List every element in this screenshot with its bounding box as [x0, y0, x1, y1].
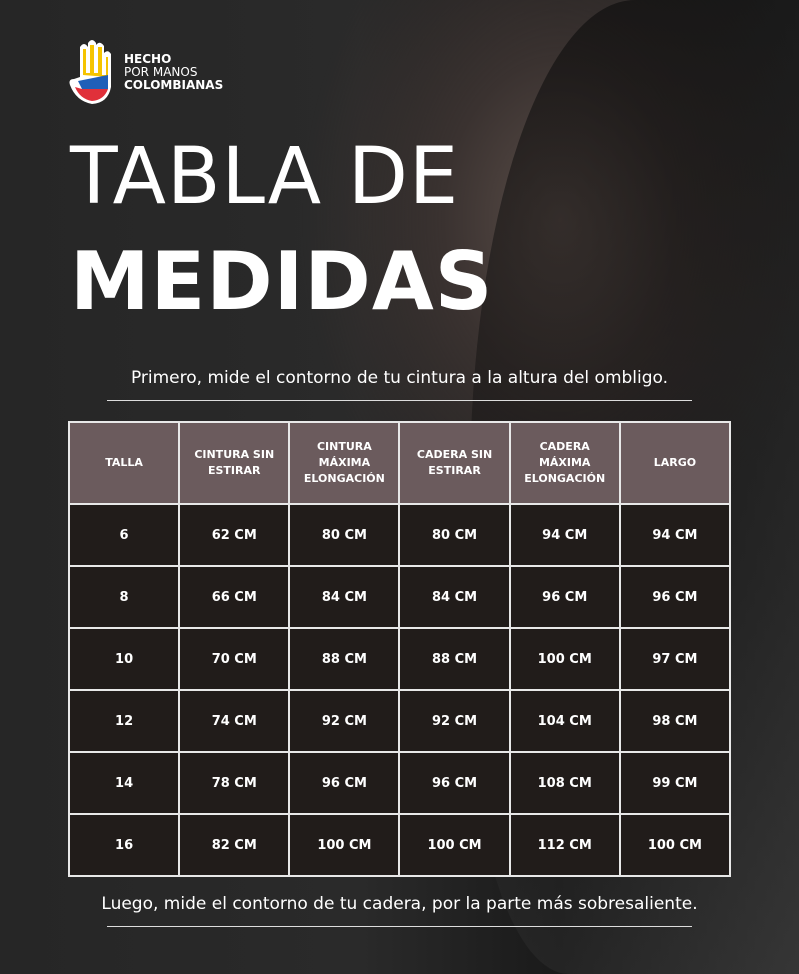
divider [107, 926, 692, 927]
title-line1: TABLA DE [70, 132, 460, 222]
logo-line3: COLOMBIANAS [124, 77, 224, 92]
table-row: 14 78 CM 96 CM 96 CM 108 CM 99 CM [67, 751, 732, 815]
table-cell: 80 CM [398, 503, 511, 567]
hand-flag-icon [69, 40, 111, 104]
table-cell: 70 CM [178, 627, 291, 691]
table-cell: 96 CM [398, 751, 511, 815]
column-header: CINTURA MÁXIMA ELONGACIÓN [288, 421, 401, 505]
table-cell: 100 CM [398, 813, 511, 877]
table-header-row: TALLA CINTURA SIN ESTIRAR CINTURA MÁXIMA E… [67, 421, 732, 505]
table-cell: 66 CM [178, 565, 291, 629]
table-cell: 6 [67, 503, 181, 567]
table-cell: 112 CM [508, 813, 621, 877]
table-row: 8 66 CM 84 CM 84 CM 96 CM 96 CM [67, 565, 732, 629]
logo-line1: HECHO [124, 51, 172, 66]
table-cell: 62 CM [178, 503, 291, 567]
column-header: CINTURA SIN ESTIRAR [178, 421, 291, 505]
table-cell: 97 CM [618, 627, 732, 691]
table-cell: 88 CM [398, 627, 511, 691]
column-header: CADERA MÁXIMA ELONGACIÓN [508, 421, 621, 505]
table-cell: 104 CM [508, 689, 621, 753]
table-cell: 74 CM [178, 689, 291, 753]
title-line2: MEDIDAS [70, 235, 494, 328]
footer-text: Luego, mide el contorno de tu cadera, po… [101, 894, 698, 914]
table-cell: 100 CM [618, 813, 732, 877]
table-cell: 78 CM [178, 751, 291, 815]
table-cell: 94 CM [618, 503, 732, 567]
table-row: 6 62 CM 80 CM 80 CM 94 CM 94 CM [67, 503, 732, 567]
table-cell: 80 CM [288, 503, 401, 567]
table-cell: 10 [67, 627, 181, 691]
table-cell: 8 [67, 565, 181, 629]
table-cell: 16 [67, 813, 181, 877]
table-cell: 92 CM [398, 689, 511, 753]
divider [107, 400, 692, 401]
table-cell: 96 CM [508, 565, 621, 629]
table-cell: 92 CM [288, 689, 401, 753]
table-cell: 88 CM [288, 627, 401, 691]
table-row: 16 82 CM 100 CM 100 CM 112 CM 100 CM [67, 813, 732, 877]
table-row: 10 70 CM 88 CM 88 CM 100 CM 97 CM [67, 627, 732, 691]
table-cell: 94 CM [508, 503, 621, 567]
column-header: LARGO [618, 421, 732, 505]
table-cell: 12 [67, 689, 181, 753]
table-cell: 84 CM [398, 565, 511, 629]
table-cell: 100 CM [288, 813, 401, 877]
logo-line2: POR MANOS [124, 64, 198, 79]
table-cell: 98 CM [618, 689, 732, 753]
size-table: TALLA CINTURA SIN ESTIRAR CINTURA MÁXIMA E… [67, 421, 732, 877]
table-cell: 96 CM [618, 565, 732, 629]
column-header: CADERA SIN ESTIRAR [398, 421, 511, 505]
table-cell: 96 CM [288, 751, 401, 815]
table-cell: 108 CM [508, 751, 621, 815]
logo: HECHO POR MANOS COLOMBIANAS [66, 37, 223, 107]
table-cell: 84 CM [288, 565, 401, 629]
table-cell: 99 CM [618, 751, 732, 815]
table-row: 12 74 CM 92 CM 92 CM 104 CM 98 CM [67, 689, 732, 753]
table-cell: 100 CM [508, 627, 621, 691]
table-cell: 82 CM [178, 813, 291, 877]
table-cell: 14 [67, 751, 181, 815]
column-header: TALLA [67, 421, 181, 505]
intro-text: Primero, mide el contorno de tu cintura … [130, 368, 669, 388]
